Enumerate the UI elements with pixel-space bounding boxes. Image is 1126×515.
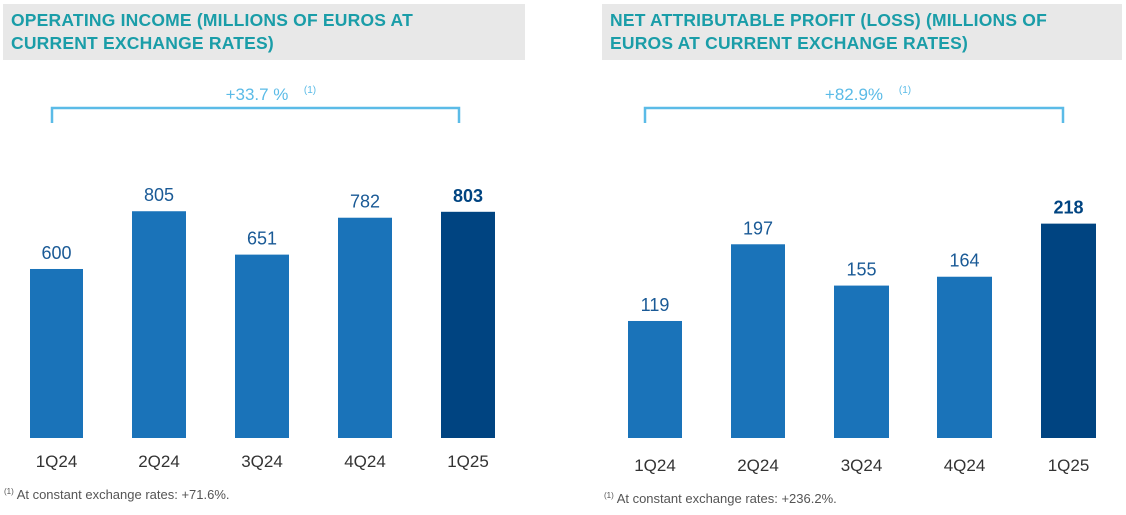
bar bbox=[338, 217, 392, 438]
value-label: 164 bbox=[949, 251, 979, 271]
bar bbox=[441, 211, 495, 438]
chart-title-box: OPERATING INCOME (MILLIONS OF EUROS AT C… bbox=[3, 4, 525, 60]
category-label: 2Q24 bbox=[737, 456, 779, 475]
value-label: 803 bbox=[453, 186, 483, 206]
bar bbox=[834, 285, 889, 438]
bar bbox=[30, 268, 83, 438]
value-label: 155 bbox=[846, 260, 876, 280]
value-label: 651 bbox=[247, 229, 277, 249]
footnote: (1) At constant exchange rates: +236.2%. bbox=[604, 491, 837, 506]
footnote-mark: (1) bbox=[604, 491, 614, 500]
operating-income-panel: OPERATING INCOME (MILLIONS OF EUROS AT C… bbox=[0, 0, 560, 515]
category-label: 1Q25 bbox=[447, 452, 489, 471]
value-label: 218 bbox=[1053, 198, 1083, 218]
value-label: 600 bbox=[41, 243, 71, 263]
bar bbox=[628, 320, 682, 438]
value-label: 119 bbox=[641, 295, 670, 315]
footnote: (1) At constant exchange rates: +71.6%. bbox=[4, 487, 230, 502]
growth-bracket bbox=[50, 106, 461, 123]
chart-title: OPERATING INCOME (MILLIONS OF EUROS AT C… bbox=[11, 9, 413, 55]
growth-note: (1) bbox=[899, 85, 911, 96]
category-label: 4Q24 bbox=[344, 452, 386, 471]
bar bbox=[1041, 223, 1096, 438]
growth-note: (1) bbox=[304, 85, 316, 96]
chart-title-line: EUROS AT CURRENT EXCHANGE RATES) bbox=[610, 33, 969, 53]
bar bbox=[132, 211, 186, 438]
growth-label: +33.7 % bbox=[226, 85, 289, 104]
category-label: 1Q24 bbox=[36, 452, 78, 471]
net-profit-chart: +82.9% (1) 119 1Q24 197 2Q24 155 3Q24 164 4Q24 218… bbox=[628, 85, 1096, 475]
category-label: 2Q24 bbox=[138, 452, 180, 471]
footnote-text: At constant exchange rates: +236.2%. bbox=[616, 491, 837, 506]
chart-title: NET ATTRIBUTABLE PROFIT (LOSS) (MILLIONS… bbox=[610, 9, 1047, 55]
value-label: 782 bbox=[350, 192, 380, 212]
growth-bracket bbox=[643, 106, 1065, 123]
category-label: 3Q24 bbox=[841, 456, 883, 475]
category-label: 4Q24 bbox=[944, 456, 986, 475]
chart-title-line: CURRENT EXCHANGE RATES) bbox=[11, 33, 274, 53]
bar bbox=[937, 276, 992, 438]
value-label: 197 bbox=[743, 218, 773, 238]
chart-title-line: NET ATTRIBUTABLE PROFIT (LOSS) (MILLIONS… bbox=[610, 10, 1047, 30]
value-label: 805 bbox=[144, 185, 174, 205]
operating-income-chart: +33.7 % (1) 600 1Q24 805 2Q24 651 3Q24 782 4Q24 80… bbox=[30, 85, 495, 471]
footnote-mark: (1) bbox=[4, 487, 14, 496]
category-label: 1Q25 bbox=[1048, 456, 1090, 475]
growth-label: +82.9% bbox=[825, 85, 883, 104]
bar bbox=[235, 254, 289, 438]
chart-title-box: NET ATTRIBUTABLE PROFIT (LOSS) (MILLIONS… bbox=[602, 4, 1122, 60]
category-label: 1Q24 bbox=[634, 456, 676, 475]
category-label: 3Q24 bbox=[241, 452, 283, 471]
chart-title-line: OPERATING INCOME (MILLIONS OF EUROS AT bbox=[11, 10, 413, 30]
bar bbox=[731, 244, 785, 438]
net-profit-panel: NET ATTRIBUTABLE PROFIT (LOSS) (MILLIONS… bbox=[598, 0, 1126, 515]
footnote-text: At constant exchange rates: +71.6%. bbox=[16, 487, 230, 502]
